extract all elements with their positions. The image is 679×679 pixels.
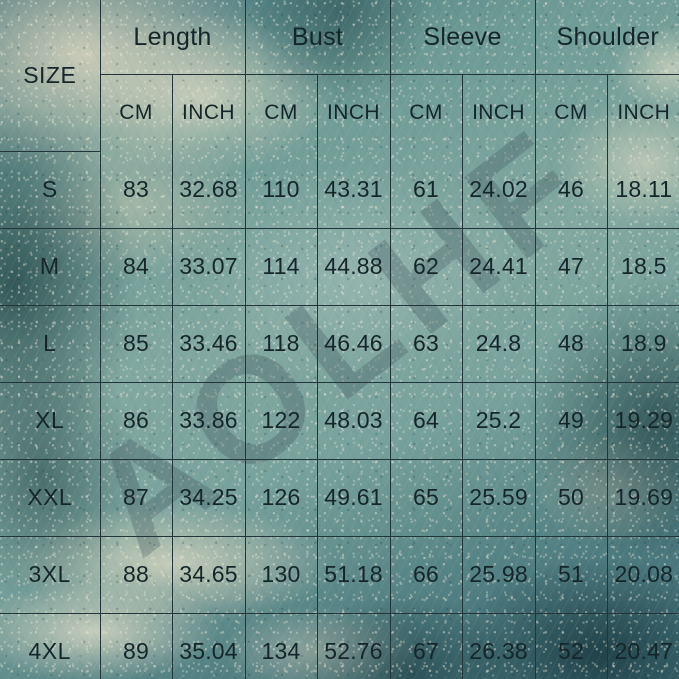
cell-length-cm: 88: [99, 535, 173, 614]
group-header-row: SIZE Length Bust Sleeve Shoulder: [0, 0, 679, 152]
cell-bust-inch: 44.88: [316, 227, 391, 306]
cell-shoulder-inch: 20.08: [606, 535, 679, 614]
cell-length-cm: 84: [99, 227, 173, 306]
unit-header-row: CM INCH CM INCH CM INCH CM INCH: [0, 74, 679, 151]
cell-bust-cm: 122: [244, 381, 318, 460]
table-row: XXL 87 34.25 126 49.61 65 25.59 50 19.69: [0, 458, 679, 537]
cell-shoulder-cm: 51: [534, 535, 608, 614]
cell-sleeve-cm: 63: [389, 304, 463, 383]
cell-length-cm: 86: [99, 381, 173, 460]
cell-shoulder-cm: 46: [534, 151, 608, 229]
cell-length-cm: 89: [99, 612, 173, 679]
table-row: L 85 33.46 118 46.46 63 24.8 48 18.9: [0, 304, 679, 383]
size-label: L: [0, 304, 101, 383]
cell-shoulder-inch: 18.5: [606, 227, 679, 306]
table-row: M 84 33.07 114 44.88 62 24.41 47 18.5: [0, 227, 679, 306]
unit-header-sleeve-cm: CM: [389, 74, 463, 151]
cell-shoulder-cm: 48: [534, 304, 608, 383]
unit-header-bust-inch: INCH: [316, 74, 391, 151]
cell-length-cm: 85: [99, 304, 173, 383]
cell-sleeve-inch: 26.38: [461, 612, 536, 679]
cell-bust-inch: 48.03: [316, 381, 391, 460]
size-label: XL: [0, 381, 101, 460]
cell-shoulder-cm: 49: [534, 381, 608, 460]
size-column-header: SIZE: [0, 0, 101, 152]
cell-sleeve-cm: 64: [389, 381, 463, 460]
cell-shoulder-inch: 18.9: [606, 304, 679, 383]
table-row: XL 86 33.86 122 48.03 64 25.2 49 19.29: [0, 381, 679, 460]
cell-sleeve-inch: 25.2: [461, 381, 536, 460]
cell-length-inch: 33.46: [171, 304, 246, 383]
cell-shoulder-inch: 19.29: [606, 381, 679, 460]
size-label: 3XL: [0, 535, 101, 614]
cell-shoulder-inch: 18.11: [606, 151, 679, 229]
group-header-bust: Bust: [244, 0, 391, 75]
cell-bust-inch: 52.76: [316, 612, 391, 679]
size-label: 4XL: [0, 612, 101, 679]
size-label: XXL: [0, 458, 101, 537]
unit-header-shoulder-inch: INCH: [606, 74, 679, 151]
cell-bust-cm: 134: [244, 612, 318, 679]
size-label: S: [0, 151, 101, 229]
cell-bust-cm: 130: [244, 535, 318, 614]
group-header-length: Length: [99, 0, 246, 75]
cell-bust-cm: 126: [244, 458, 318, 537]
cell-bust-inch: 51.18: [316, 535, 391, 614]
cell-length-inch: 34.25: [171, 458, 246, 537]
table-row: 3XL 88 34.65 130 51.18 66 25.98 51 20.08: [0, 535, 679, 614]
cell-bust-inch: 46.46: [316, 304, 391, 383]
cell-bust-cm: 114: [244, 227, 318, 306]
group-header-sleeve: Sleeve: [389, 0, 536, 75]
cell-sleeve-inch: 24.41: [461, 227, 536, 306]
table-row: S 83 32.68 110 43.31 61 24.02 46 18.11: [0, 151, 679, 229]
cell-shoulder-cm: 50: [534, 458, 608, 537]
cell-length-cm: 83: [99, 151, 173, 229]
cell-sleeve-cm: 61: [389, 151, 463, 229]
unit-header-bust-cm: CM: [244, 74, 318, 151]
table-header: SIZE Length Bust Sleeve Shoulder CM INCH…: [0, 0, 679, 152]
cell-sleeve-inch: 25.98: [461, 535, 536, 614]
size-label: M: [0, 227, 101, 306]
cell-length-inch: 35.04: [171, 612, 246, 679]
cell-sleeve-cm: 62: [389, 227, 463, 306]
cell-length-inch: 32.68: [171, 151, 246, 229]
cell-shoulder-cm: 47: [534, 227, 608, 306]
unit-header-shoulder-cm: CM: [534, 74, 608, 151]
cell-shoulder-inch: 20.47: [606, 612, 679, 679]
unit-header-sleeve-inch: INCH: [461, 74, 536, 151]
cell-bust-inch: 49.61: [316, 458, 391, 537]
cell-shoulder-inch: 19.69: [606, 458, 679, 537]
unit-header-length-cm: CM: [100, 74, 173, 151]
unit-header-length-inch: INCH: [171, 74, 246, 151]
cell-sleeve-cm: 65: [389, 458, 463, 537]
cell-sleeve-cm: 67: [389, 612, 463, 679]
cell-sleeve-inch: 25.59: [461, 458, 536, 537]
cell-sleeve-inch: 24.02: [461, 151, 536, 229]
cell-length-inch: 34.65: [171, 535, 246, 614]
cell-sleeve-cm: 66: [389, 535, 463, 614]
cell-bust-cm: 118: [244, 304, 318, 383]
group-header-shoulder: Shoulder: [534, 0, 679, 75]
cell-shoulder-cm: 52: [534, 612, 608, 679]
table-row: 4XL 89 35.04 134 52.76 67 26.38 52 20.47: [0, 612, 679, 679]
cell-bust-inch: 43.31: [316, 151, 391, 229]
cell-length-inch: 33.86: [171, 381, 246, 460]
table-body: S 83 32.68 110 43.31 61 24.02 46 18.11 M…: [0, 151, 679, 679]
cell-sleeve-inch: 24.8: [461, 304, 536, 383]
cell-length-cm: 87: [99, 458, 173, 537]
cell-bust-cm: 110: [244, 151, 318, 229]
cell-length-inch: 33.07: [171, 227, 246, 306]
